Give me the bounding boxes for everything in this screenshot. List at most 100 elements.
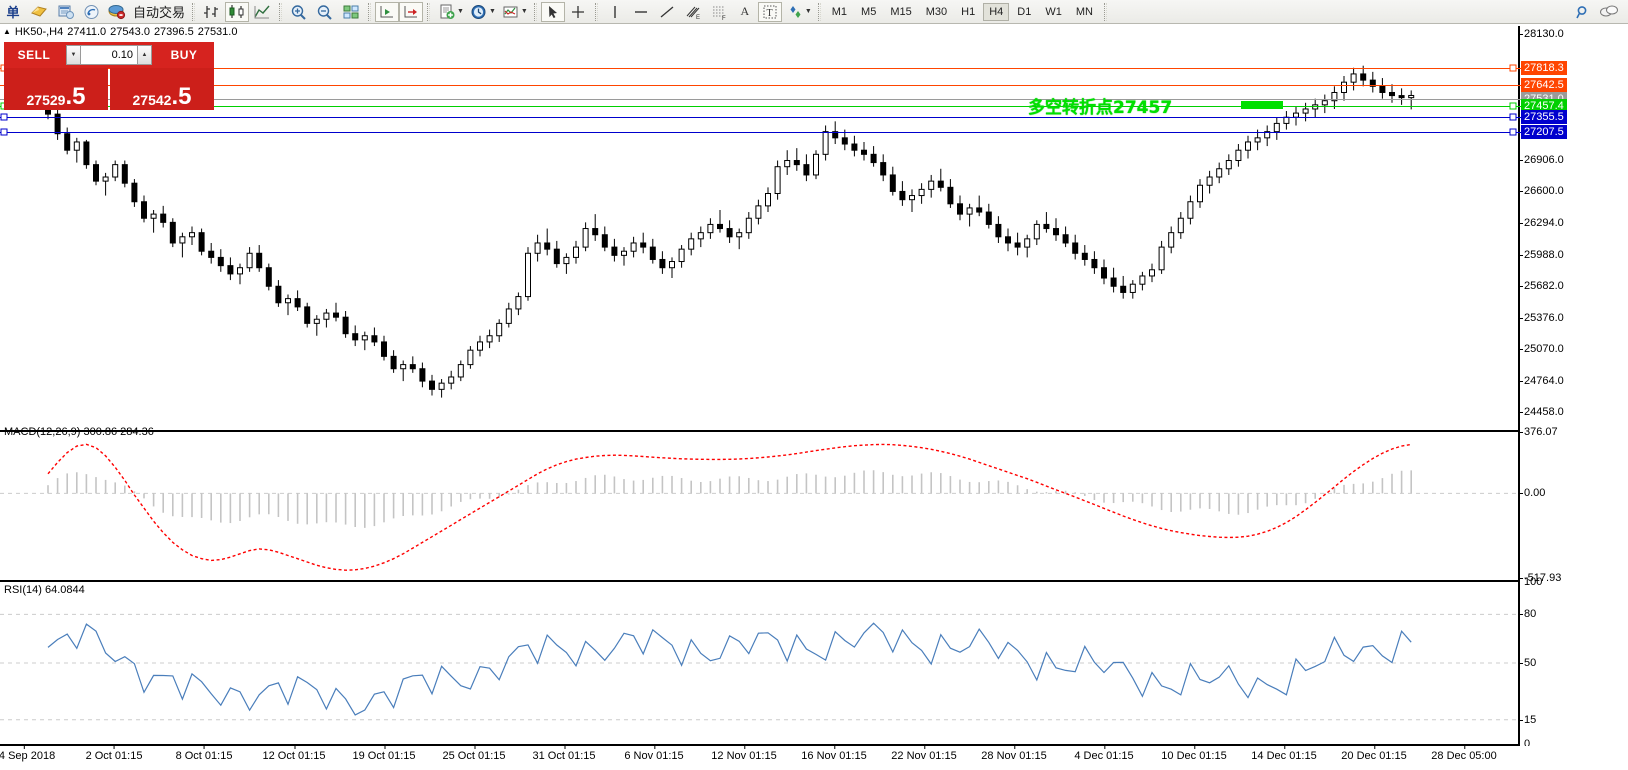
data-window-icon[interactable]: [52, 1, 78, 23]
line-chart-icon[interactable]: [249, 1, 275, 23]
candlestick-chart-icon[interactable]: [225, 1, 250, 22]
svg-text:T: T: [766, 8, 772, 19]
rsi-tick: 0: [1524, 738, 1531, 750]
rsi-label: RSI(14) 64.0844: [4, 584, 85, 596]
time-tick: 12 Nov 01:15: [711, 745, 777, 762]
signals-icon[interactable]: [78, 1, 104, 23]
zoom-in-icon[interactable]: [286, 1, 312, 23]
indicators-icon[interactable]: [434, 1, 460, 23]
templates-icon[interactable]: [498, 1, 524, 23]
volume-stepper[interactable]: ▼ 0.10 ▲: [64, 42, 154, 68]
timeframe-h1[interactable]: H1: [961, 5, 976, 18]
price-label-support-2: 27207.5: [1521, 125, 1567, 139]
expert-advisor-icon[interactable]: [26, 1, 52, 23]
periods-dropdown-caret[interactable]: ▼: [488, 8, 496, 15]
price-tick: 25988.0: [1519, 248, 1564, 261]
time-tick: 10 Dec 01:15: [1161, 745, 1227, 762]
shapes-dropdown-caret[interactable]: ▼: [804, 8, 812, 15]
toolbar-separator: [533, 2, 537, 21]
auto-scroll-icon[interactable]: [375, 1, 400, 22]
level-handle-right-support-2[interactable]: [1509, 128, 1517, 136]
price-tick: 26294.0: [1519, 216, 1564, 229]
macd-plot: [0, 443, 1520, 571]
one-click-trading-panel[interactable]: SELL ▼ 0.10 ▲ BUY 27529 .5 27542 .5: [4, 42, 214, 110]
level-handle-right-support-1[interactable]: [1509, 113, 1517, 121]
pivot-highlight-marker: [1241, 101, 1283, 109]
bar-chart-icon[interactable]: [199, 1, 225, 23]
macd-pane[interactable]: [0, 430, 1520, 578]
timeframe-mn[interactable]: MN: [1075, 5, 1093, 18]
toolbar-separator: [817, 2, 821, 21]
volume-down-button[interactable]: ▼: [66, 45, 81, 65]
autotrading-label[interactable]: 自动交易: [133, 6, 186, 21]
timeframe-h4[interactable]: H4: [983, 2, 1010, 21]
cursor-icon[interactable]: [540, 1, 565, 22]
time-tick: 22 Nov 01:15: [891, 745, 957, 762]
chat-icon[interactable]: [1596, 1, 1622, 23]
level-line-pivot-level[interactable]: [0, 106, 1521, 107]
price-axis-line: [1518, 26, 1520, 746]
time-tick: 28 Nov 01:15: [981, 745, 1047, 762]
volume-input[interactable]: 0.10: [81, 45, 137, 65]
timeframe-m5[interactable]: M5: [861, 5, 877, 18]
timeframe-d1[interactable]: D1: [1017, 5, 1032, 18]
ohlc-high: 27543.0: [110, 25, 150, 38]
buy-price-integer: 27542: [132, 92, 172, 108]
time-tick: 6 Nov 01:15: [624, 745, 684, 762]
trendline-icon[interactable]: [654, 1, 680, 23]
templates-dropdown-caret[interactable]: ▼: [520, 8, 528, 15]
ohlc-low: 27396.5: [153, 25, 194, 38]
rsi-tick: 80: [1518, 608, 1537, 621]
level-handle-left-support-1[interactable]: [0, 113, 8, 121]
sell-button[interactable]: SELL: [4, 42, 64, 68]
level-line-last-price[interactable]: [0, 99, 1521, 100]
time-tick: 14 Dec 01:15: [1251, 745, 1317, 762]
level-handle-right-resistance-1[interactable]: [1509, 64, 1517, 72]
crosshair-icon[interactable]: [565, 1, 591, 23]
toolbar-separator: [192, 2, 196, 21]
buy-price[interactable]: 27542 .5: [110, 68, 214, 110]
level-line-resistance-2[interactable]: [0, 85, 1521, 86]
level-line-support-2[interactable]: [0, 132, 1521, 133]
fibonacci-icon[interactable]: F: [706, 1, 732, 23]
buy-price-decimal: .5: [171, 82, 192, 110]
timeframe-m30[interactable]: M30: [925, 5, 948, 18]
new-order-icon[interactable]: 单: [6, 6, 20, 21]
chart-shift-icon[interactable]: [399, 1, 424, 22]
timeframe-w1[interactable]: W1: [1045, 5, 1062, 18]
price-chart-pane[interactable]: [0, 26, 1520, 428]
periods-icon[interactable]: [466, 1, 492, 23]
level-handle-right-pivot-level[interactable]: [1509, 102, 1517, 110]
collapse-icon[interactable]: ▲: [3, 27, 11, 36]
time-tick: 8 Oct 01:15: [175, 745, 233, 762]
buy-button[interactable]: BUY: [154, 42, 214, 68]
timeframe-m15[interactable]: M15: [890, 5, 912, 18]
rsi-tick: 50: [1518, 657, 1537, 669]
zoom-out-icon[interactable]: [312, 1, 338, 23]
vertical-line-icon[interactable]: [602, 1, 628, 23]
shapes-icon[interactable]: [782, 1, 808, 23]
volume-up-button[interactable]: ▲: [137, 45, 152, 65]
sell-price-integer: 27529: [26, 92, 66, 108]
toolbar-separator: [368, 2, 372, 21]
market-icon[interactable]: [104, 1, 130, 23]
horizontal-line-icon[interactable]: [628, 1, 654, 23]
level-handle-left-support-2[interactable]: [0, 128, 8, 136]
text-label-icon[interactable]: T: [757, 1, 782, 22]
price-label-support-1: 27355.5: [1521, 110, 1567, 124]
timeframe-m1[interactable]: M1: [831, 5, 848, 18]
sell-price[interactable]: 27529 .5: [4, 68, 108, 110]
time-tick: 2 Oct 01:15: [85, 745, 143, 762]
level-line-support-1[interactable]: [0, 117, 1521, 118]
search-icon[interactable]: [1570, 1, 1596, 23]
main-toolbar: 单 自动交易: [0, 0, 1628, 24]
indicators-dropdown-caret[interactable]: ▼: [457, 8, 464, 15]
price-tick: 25682.0: [1519, 280, 1564, 293]
text-icon[interactable]: A: [740, 4, 750, 18]
price-label-resistance-2: 27642.5: [1521, 78, 1567, 92]
level-line-resistance-1[interactable]: [0, 68, 1521, 69]
time-tick: 12 Oct 01:15: [262, 745, 326, 762]
equidistant-channel-icon[interactable]: E: [680, 1, 706, 23]
rsi-pane[interactable]: [0, 580, 1520, 746]
tile-windows-icon[interactable]: [338, 1, 364, 23]
